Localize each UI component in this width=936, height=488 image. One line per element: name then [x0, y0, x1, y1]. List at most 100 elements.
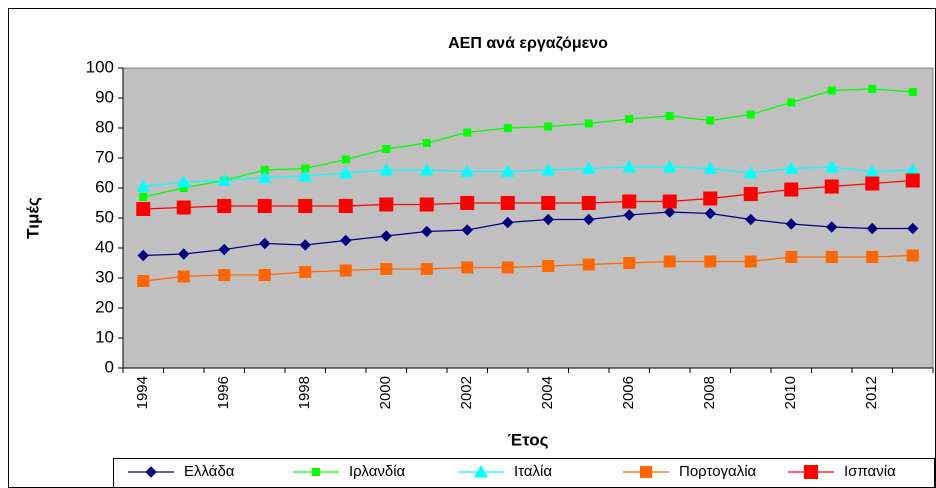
legend-marker	[312, 468, 320, 476]
data-point	[907, 222, 919, 235]
data-point	[663, 255, 676, 268]
data-point	[379, 162, 394, 176]
data-point	[703, 191, 718, 206]
data-point	[743, 165, 758, 179]
data-point	[217, 173, 232, 186]
legend-marker	[474, 464, 488, 478]
data-point	[299, 266, 312, 278]
data-point	[745, 213, 757, 226]
data-point	[582, 258, 595, 271]
data-point	[257, 199, 272, 213]
data-point	[137, 249, 149, 262]
series-line	[143, 254, 913, 282]
legend-label: Ελλάδα	[184, 463, 235, 480]
data-point	[176, 200, 191, 215]
data-point	[866, 222, 878, 235]
data-point	[463, 128, 472, 137]
data-point	[419, 197, 434, 212]
y-tick-label: 40	[95, 237, 114, 256]
legend-label: Ιρλανδία	[349, 463, 406, 480]
series-line	[143, 88, 913, 198]
data-point	[706, 116, 715, 125]
series-line	[143, 211, 913, 257]
series-line	[143, 166, 913, 188]
data-point	[217, 199, 232, 213]
x-tick-label: 2006	[620, 376, 637, 409]
data-point	[422, 139, 431, 147]
data-point	[339, 264, 352, 277]
data-point	[584, 119, 593, 128]
data-point	[785, 218, 797, 230]
data-point	[826, 221, 838, 233]
data-point	[662, 159, 677, 173]
data-point	[662, 194, 677, 209]
x-tick-label: 2008	[701, 376, 718, 409]
data-point	[703, 161, 718, 174]
x-tick-label: 1998	[296, 376, 313, 409]
data-point	[622, 159, 637, 173]
data-point	[257, 170, 272, 183]
legend-label: Ιταλία	[514, 463, 552, 480]
x-tick-label: 2002	[458, 376, 475, 409]
data-point	[784, 161, 799, 174]
data-point	[704, 255, 717, 268]
data-point	[542, 260, 555, 272]
data-point	[421, 225, 433, 238]
data-point	[865, 176, 880, 191]
legend-marker	[804, 465, 818, 479]
data-point	[704, 207, 716, 220]
x-tick-label: 1994	[134, 376, 151, 409]
data-point	[178, 248, 190, 260]
legend-label: Ισπανία	[844, 463, 896, 480]
data-point	[583, 213, 595, 226]
data-point	[868, 85, 877, 93]
data-point	[419, 162, 434, 176]
data-point	[380, 230, 392, 242]
x-tick-label: 2010	[782, 376, 799, 409]
data-point	[905, 173, 920, 188]
y-axis-label: Τιμές	[23, 197, 42, 239]
data-point	[136, 179, 151, 192]
data-point	[139, 193, 148, 201]
data-point	[787, 98, 796, 107]
data-point	[460, 196, 475, 210]
data-point	[500, 196, 515, 210]
x-tick-label: 2000	[377, 376, 394, 409]
data-point	[544, 122, 553, 131]
data-point	[461, 261, 474, 274]
data-point	[501, 261, 514, 274]
data-point	[503, 124, 512, 132]
y-tick-label: 0	[105, 357, 114, 376]
data-point	[298, 199, 313, 213]
data-point	[259, 237, 271, 250]
data-point	[177, 270, 190, 283]
x-axis-label: Έτος	[508, 430, 549, 449]
data-point	[136, 202, 151, 216]
data-point	[298, 168, 313, 182]
data-point	[338, 199, 353, 213]
y-tick-label: 90	[95, 87, 114, 106]
data-point	[665, 112, 674, 120]
data-point	[581, 161, 596, 174]
data-point	[866, 251, 879, 263]
data-point	[906, 249, 919, 262]
data-point	[785, 251, 798, 263]
data-point	[500, 164, 515, 177]
y-tick-label: 60	[95, 177, 114, 196]
data-point	[664, 206, 676, 218]
x-tick-label: 1996	[215, 376, 232, 409]
y-tick-label: 30	[95, 267, 114, 286]
data-point	[824, 179, 839, 194]
data-point	[341, 155, 350, 164]
legend	[113, 458, 935, 488]
y-tick-label: 100	[86, 57, 114, 76]
data-point	[460, 164, 475, 177]
data-point	[827, 86, 836, 95]
data-point	[380, 263, 393, 275]
data-point	[340, 234, 352, 247]
data-point	[299, 239, 311, 251]
data-point	[825, 251, 838, 263]
data-point	[824, 159, 839, 173]
